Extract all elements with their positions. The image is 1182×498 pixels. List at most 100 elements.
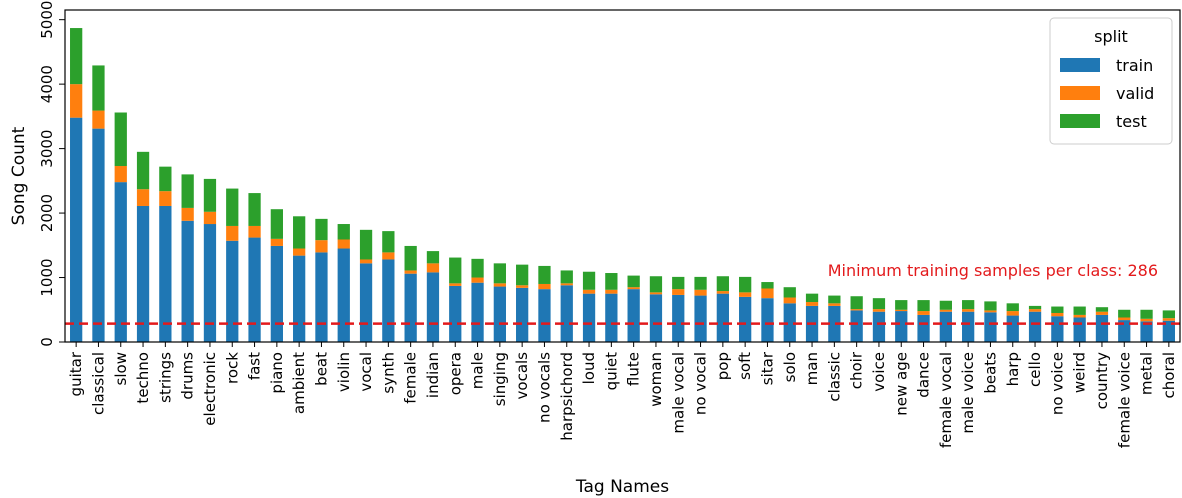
bar-test-cello <box>1028 305 1042 310</box>
bar-train-vocals <box>516 287 529 342</box>
bar-train-female <box>404 273 417 342</box>
bar-test-solo <box>783 287 796 298</box>
x-tick-label: opera <box>446 352 464 395</box>
bar-test-beat <box>315 218 328 241</box>
bar-train-male-vocal <box>672 294 685 342</box>
y-tick-label: 0 <box>38 337 56 347</box>
bar-test-quiet <box>605 273 618 290</box>
bar-valid-fast <box>248 225 261 238</box>
x-tick-label: harp <box>1004 352 1022 386</box>
bar-test-guitar <box>70 28 83 85</box>
bar-test-female-voice <box>1118 309 1131 318</box>
bar-train-male <box>471 282 484 342</box>
bar-train-electronic <box>203 224 217 342</box>
x-tick-label: no voice <box>1048 352 1066 415</box>
legend-items: train valid test <box>1060 56 1154 131</box>
bar-train-rock <box>226 240 239 342</box>
bar-valid-new-age <box>895 309 908 312</box>
bar-valid-choir <box>850 309 863 311</box>
bar-test-ambient <box>293 216 306 249</box>
bar-train-techno <box>136 205 150 342</box>
bar-test-man <box>805 293 819 303</box>
bar-valid-rock <box>226 225 239 241</box>
x-tick-label: no vocals <box>535 352 553 423</box>
x-tick-label: woman <box>647 352 665 407</box>
bar-valid-cello <box>1028 309 1042 312</box>
bar-train-no-voice <box>1051 316 1064 342</box>
bar-test-weird <box>1073 306 1086 315</box>
x-tick-label: strings <box>156 352 174 403</box>
bar-valid-country <box>1095 311 1109 315</box>
x-tick-label: singing <box>491 352 509 406</box>
legend: split train valid test <box>1049 17 1173 145</box>
bar-valid-harp <box>1006 311 1019 316</box>
bar-test-techno <box>136 151 150 190</box>
x-tick-label: violin <box>335 352 353 392</box>
bar-train-soft <box>739 296 752 342</box>
bar-valid-voice <box>872 309 886 312</box>
bar-train-vocal <box>359 263 373 342</box>
x-tick-label: beat <box>312 352 330 386</box>
legend-swatch-test <box>1060 114 1100 128</box>
bar-valid-techno <box>136 189 150 206</box>
bar-valid-solo <box>783 297 796 304</box>
x-tick-label: drums <box>179 352 197 400</box>
bar-train-new-age <box>895 311 908 342</box>
bar-test-male-vocal <box>672 276 685 290</box>
bar-valid-synth <box>382 252 395 260</box>
bar-valid-beat <box>315 240 328 253</box>
bar-test-female <box>404 245 417 271</box>
bar-train-singing <box>493 286 506 342</box>
bar-test-violin <box>337 224 350 240</box>
bar-train-harp <box>1006 315 1019 342</box>
bar-train-no-vocal <box>694 295 707 342</box>
x-tick-label: loud <box>580 352 598 384</box>
bar-test-choir <box>850 296 863 310</box>
bar-train-quiet <box>605 293 618 342</box>
bar-valid-female <box>404 270 417 274</box>
bar-valid-no-vocal <box>694 289 707 296</box>
bar-test-sitar <box>761 282 774 289</box>
bar-test-woman <box>649 276 663 293</box>
bar-valid-piano <box>270 238 283 246</box>
y-tick-label: 1000 <box>38 258 56 296</box>
bar-test-beats <box>984 301 997 311</box>
x-tick-label: pop <box>714 352 732 380</box>
bar-train-drums <box>181 220 194 342</box>
bar-test-pop <box>716 276 729 292</box>
bar-test-harp <box>1006 303 1019 312</box>
bar-train-female-voice <box>1118 320 1131 342</box>
bar-test-no-vocals <box>538 265 551 284</box>
x-tick-label: country <box>1093 352 1111 409</box>
x-tick-label: cello <box>1026 352 1044 387</box>
bar-valid-quiet <box>605 289 618 294</box>
x-tick-label: classical <box>89 352 107 415</box>
bar-test-strings <box>159 166 172 192</box>
bar-test-harpsichord <box>560 270 573 284</box>
bar-train-slow <box>114 182 127 342</box>
bar-test-singing <box>493 263 506 284</box>
x-tick-label: female <box>402 352 420 404</box>
bar-train-strings <box>159 205 172 342</box>
bar-train-guitar <box>70 117 83 342</box>
bar-test-indian <box>426 251 440 264</box>
bar-valid-male-vocal <box>672 289 685 295</box>
x-tick-label: metal <box>1138 352 1156 395</box>
bar-valid-classical <box>92 110 105 129</box>
bar-valid-man <box>805 302 819 306</box>
bar-test-classic <box>828 295 841 304</box>
bar-valid-slow <box>114 166 127 183</box>
bar-valid-flute <box>627 287 640 290</box>
x-tick-label: choir <box>848 351 866 389</box>
bar-valid-male <box>471 277 484 283</box>
bar-train-metal <box>1140 321 1153 342</box>
bar-valid-sitar <box>761 288 774 299</box>
x-tick-label: techno <box>134 352 152 404</box>
bar-train-classical <box>92 128 105 342</box>
bar-valid-vocal <box>359 259 373 264</box>
bar-valid-drums <box>181 207 194 221</box>
bar-train-cello <box>1028 311 1042 342</box>
plot-frame <box>64 9 1181 343</box>
bar-test-soft <box>739 276 752 293</box>
bar-valid-no-vocals <box>538 283 551 290</box>
